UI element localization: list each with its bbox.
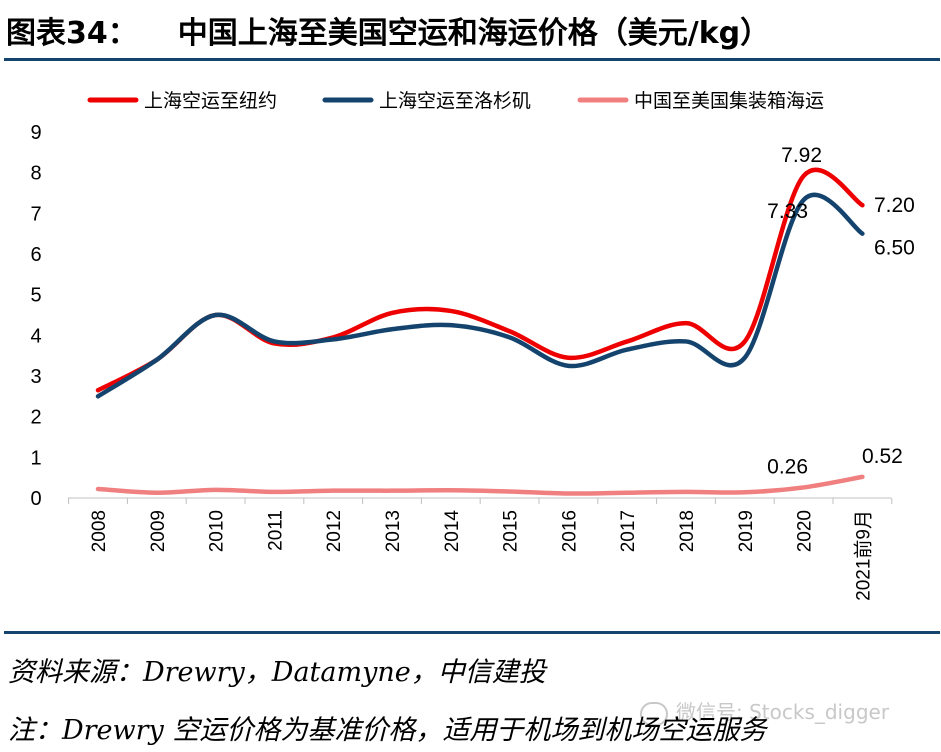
x-tick-label: 2009 (148, 510, 169, 552)
x-tick-label: 2017 (618, 510, 639, 552)
y-tick-label: 6 (30, 244, 41, 266)
x-tick-label: 2008 (89, 510, 110, 552)
data-label: 0.52 (862, 445, 903, 468)
y-tick-label: 1 (30, 447, 41, 469)
x-tick-label: 2018 (677, 510, 698, 552)
y-axis: 0 1 2 3 4 5 6 7 8 9 (30, 122, 41, 510)
data-label: 0.26 (767, 455, 808, 478)
y-tick-label: 3 (30, 366, 41, 388)
watermark: 微信号: Stocks_digger (640, 696, 889, 726)
series-line-3 (95, 474, 865, 496)
x-tick-label: 2015 (501, 510, 522, 552)
source-note: 资料来源：Drewry，Datamyne，中信建投 (8, 657, 546, 688)
x-tick-label: 2020 (795, 510, 816, 552)
y-tick-label: 4 (30, 325, 41, 347)
figure-title: 图表34： 中国上海至美国空运和海运价格（美元/kg） (6, 8, 770, 52)
series-lines (95, 167, 865, 496)
y-tick-label: 0 (30, 488, 41, 510)
data-label: 7.33 (767, 200, 808, 223)
wechat-icon (640, 701, 668, 726)
line-chart: 上海空运至纽约 上海空运至洛杉矶 中国至美国集装箱海运 0 1 2 3 4 5 6 7 8 9 200… (30, 90, 915, 601)
data-label: 7.92 (781, 144, 822, 167)
x-tick-label: 2019 (736, 510, 757, 552)
watermark-text: 微信号: Stocks_digger (676, 700, 890, 724)
data-label: 7.20 (874, 194, 915, 217)
legend-label: 上海空运至洛杉矶 (379, 90, 531, 112)
x-tick-label: 2014 (442, 510, 463, 553)
x-axis: 2008 2009 2010 2011 2012 2013 2014 2015 2016 2017… (68, 497, 893, 601)
x-tick-label: 2021前9月 (852, 510, 874, 601)
data-labels: 7.92 7.20 7.33 6.50 0.26 0.52 (767, 144, 915, 479)
figure-number: 图表34： (6, 16, 138, 51)
figure-title-text: 中国上海至美国空运和海运价格（美元/kg） (177, 16, 771, 51)
x-tick-label: 2010 (207, 510, 228, 552)
chart-legend: 上海空运至纽约 上海空运至洛杉矶 中国至美国集装箱海运 (87, 90, 824, 112)
y-tick-label: 7 (30, 203, 41, 225)
series-line-2 (95, 192, 865, 399)
y-tick-label: 8 (30, 163, 41, 185)
bottom-rule (4, 631, 940, 634)
footnote: 注：Drewry 空运价格为基准价格，适用于机场到机场空运服务 (8, 715, 767, 746)
legend-label: 上海空运至纽约 (144, 90, 277, 112)
legend-label: 中国至美国集装箱海运 (634, 90, 824, 112)
y-tick-label: 9 (30, 122, 41, 144)
x-tick-label: 2013 (383, 510, 404, 552)
top-rule (4, 58, 940, 61)
x-tick-label: 2016 (559, 510, 580, 552)
data-label: 6.50 (874, 237, 915, 260)
y-tick-label: 5 (30, 285, 41, 307)
y-tick-label: 2 (30, 407, 41, 429)
x-tick-label: 2012 (324, 510, 345, 552)
x-tick-label: 2011 (265, 510, 286, 551)
